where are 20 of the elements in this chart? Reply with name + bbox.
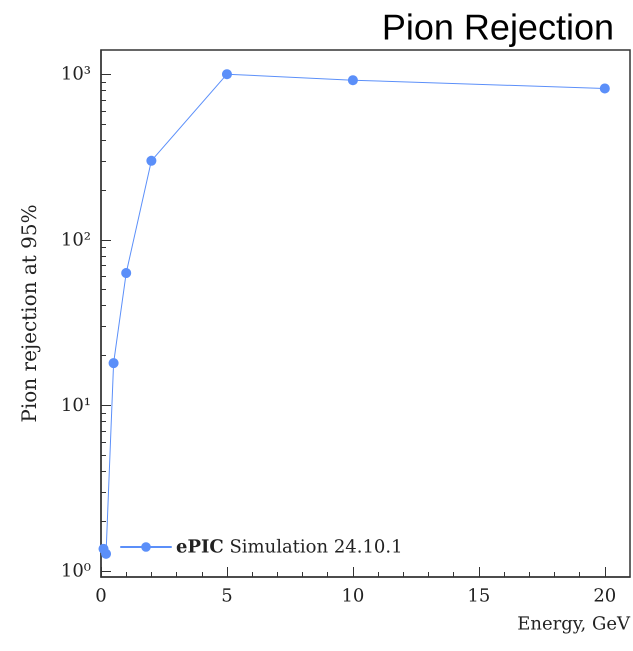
y-tick-label: 10¹: [60, 394, 91, 416]
y-tick-label: 10⁰: [60, 560, 91, 582]
point: [101, 548, 112, 559]
point: [600, 83, 610, 94]
point: [348, 75, 358, 86]
point: [222, 69, 232, 80]
point: [121, 268, 132, 278]
y-tick-label: 10³: [60, 64, 91, 85]
x-tick-label: 20: [593, 586, 616, 606]
point: [108, 358, 119, 368]
x-tick-label: 15: [467, 586, 490, 606]
x-tick-label: 5: [221, 586, 233, 606]
legend-label: ePIC Simulation 24.10.1: [176, 536, 403, 558]
x-tick-label: 10: [341, 586, 364, 606]
y-tick-label: 10²: [60, 229, 91, 250]
point: [146, 156, 156, 166]
x-tick-label: 0: [95, 586, 107, 606]
x-axis-title: Energy, GeV: [517, 614, 631, 634]
y-axis-title: Pion rejection at 95%: [17, 204, 41, 423]
chart-title: Pion Rejection: [382, 6, 614, 48]
